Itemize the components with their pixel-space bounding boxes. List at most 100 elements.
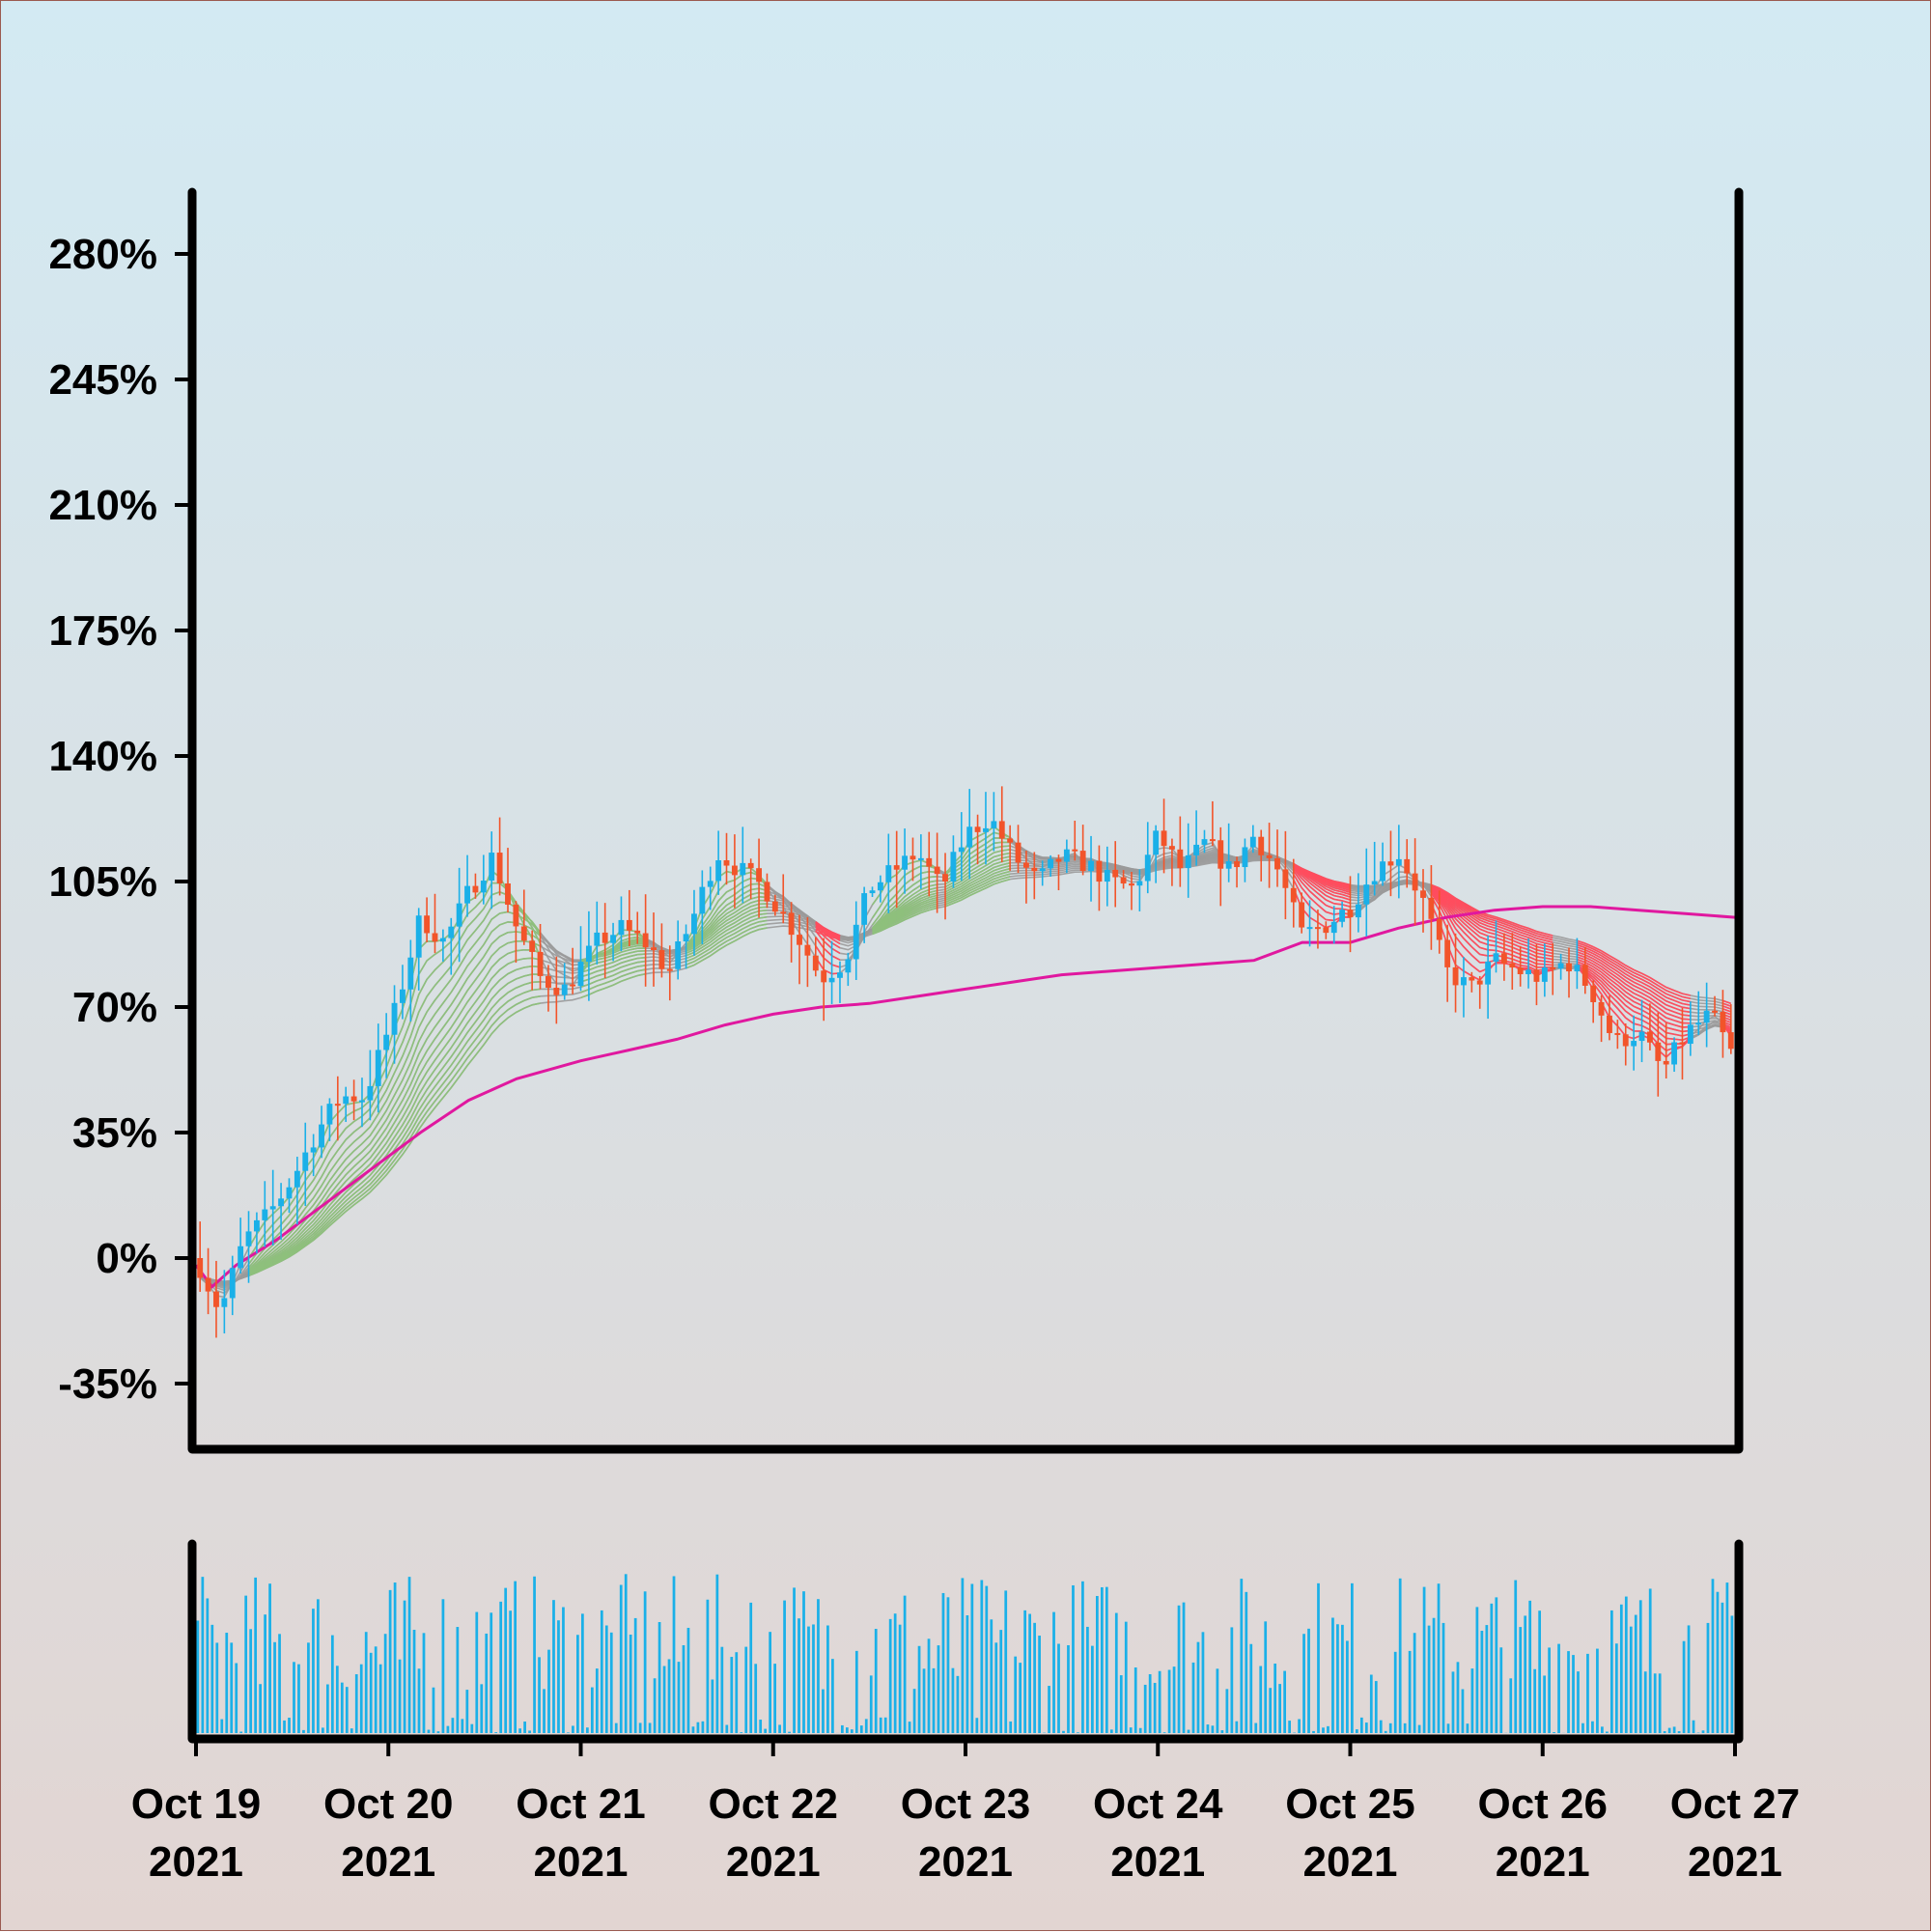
ribbon-trend-segment bbox=[516, 959, 523, 961]
ribbon-trend-segment bbox=[1642, 1015, 1650, 1020]
volume-bar bbox=[1688, 1625, 1691, 1733]
ribbon-trend-segment bbox=[1521, 955, 1528, 957]
volume-bar bbox=[918, 1646, 921, 1733]
candle-body bbox=[1267, 855, 1273, 858]
candle-body bbox=[1534, 969, 1540, 982]
volume-bar bbox=[408, 1577, 411, 1733]
volume-bar bbox=[1712, 1579, 1715, 1733]
ribbon-trend-segment bbox=[346, 1111, 353, 1116]
volume-bar bbox=[404, 1601, 406, 1733]
candle-body bbox=[1153, 830, 1159, 854]
ribbon-trend-segment bbox=[524, 966, 532, 967]
ribbon-trend-segment bbox=[338, 1105, 346, 1113]
volume-bar bbox=[1572, 1655, 1575, 1733]
candle-body bbox=[837, 972, 843, 978]
x-tick-label-year: 2021 bbox=[1496, 1838, 1590, 1886]
ribbon-trend-segment bbox=[929, 890, 937, 892]
ribbon-trend-segment bbox=[500, 954, 508, 960]
candle-body bbox=[1664, 1061, 1669, 1065]
candle-body bbox=[765, 882, 770, 901]
ribbon-trend-segment bbox=[419, 1105, 427, 1117]
ribbon-trend-segment bbox=[1545, 952, 1553, 954]
volume-bar bbox=[744, 1647, 747, 1733]
candle-body bbox=[942, 874, 948, 882]
candle-body bbox=[1250, 837, 1256, 848]
ribbon-trend-segment bbox=[508, 1005, 516, 1010]
ribbon-trend-segment bbox=[613, 971, 621, 975]
ribbon-trend-segment bbox=[986, 843, 993, 849]
volume-bar bbox=[326, 1685, 329, 1733]
y-tick-label: -35% bbox=[58, 1360, 157, 1408]
ribbon-trend-segment bbox=[1002, 880, 1010, 882]
volume-bar bbox=[302, 1730, 305, 1733]
ribbon-trend-segment bbox=[500, 974, 508, 981]
ribbon-trend-segment bbox=[1512, 943, 1520, 947]
volume-bar bbox=[1269, 1688, 1272, 1733]
ribbon-trend-segment bbox=[500, 1010, 508, 1017]
volume-bar bbox=[1375, 1681, 1378, 1733]
volume-bar bbox=[1433, 1618, 1436, 1733]
ribbon-trend-segment bbox=[491, 1025, 499, 1034]
candle-body bbox=[999, 821, 1005, 838]
candle-body bbox=[457, 904, 462, 927]
y-tick-label: 280% bbox=[48, 231, 157, 278]
candle-body bbox=[1469, 977, 1474, 980]
ribbon-trend-segment bbox=[581, 994, 589, 997]
volume-bar bbox=[1336, 1624, 1339, 1733]
ribbon-trend-segment bbox=[1634, 997, 1641, 1001]
ribbon-trend-segment bbox=[1521, 943, 1528, 946]
ribbon-trend-segment bbox=[443, 993, 451, 1003]
volume-bar bbox=[1726, 1582, 1729, 1733]
ribbon-trend-segment bbox=[1471, 955, 1479, 963]
volume-bar bbox=[663, 1666, 666, 1733]
volume-bar bbox=[220, 1720, 223, 1733]
candle-body bbox=[1607, 1016, 1612, 1033]
ribbon-trend-segment bbox=[824, 958, 831, 965]
candle-body bbox=[1129, 883, 1134, 885]
ribbon-trend-segment bbox=[613, 959, 621, 963]
ribbon-trend-segment bbox=[1334, 892, 1342, 894]
volume-bar bbox=[1447, 1723, 1450, 1733]
ribbon-trend-segment bbox=[329, 1139, 337, 1151]
candle-body bbox=[1258, 837, 1264, 855]
ribbon-trend-segment bbox=[532, 996, 540, 997]
ribbon-trend-segment bbox=[1674, 1000, 1682, 1003]
ribbon-trend-segment bbox=[1674, 1021, 1682, 1023]
ribbon-trend-segment bbox=[329, 1151, 337, 1162]
candle-body bbox=[197, 1258, 203, 1278]
candle-body bbox=[708, 881, 714, 886]
ribbon-trend-segment bbox=[491, 937, 499, 944]
ribbon-trend-segment bbox=[1342, 905, 1350, 907]
ribbon-trend-segment bbox=[467, 943, 475, 953]
volume-bar bbox=[268, 1583, 271, 1733]
candle-body bbox=[570, 985, 575, 987]
candle-body bbox=[1031, 868, 1037, 872]
ribbon-trend-segment bbox=[508, 951, 516, 954]
volume-bar bbox=[197, 1620, 200, 1733]
ribbon-trend-segment bbox=[410, 1095, 418, 1111]
candle-body bbox=[1623, 1034, 1629, 1046]
volume-bar bbox=[1125, 1622, 1128, 1733]
volume-bar bbox=[1225, 1689, 1228, 1733]
candle-body bbox=[553, 988, 559, 995]
volume-bar bbox=[1283, 1671, 1286, 1733]
candle-body bbox=[780, 911, 786, 913]
candle-body bbox=[813, 956, 819, 971]
ribbon-trend-segment bbox=[508, 941, 516, 943]
ribbon-trend-segment bbox=[1536, 953, 1544, 955]
volume-bar bbox=[283, 1721, 286, 1733]
y-tick-label: 0% bbox=[96, 1235, 157, 1282]
volume-bar bbox=[331, 1636, 334, 1733]
candle-body bbox=[392, 1003, 398, 1035]
ribbon-trend-segment bbox=[759, 928, 767, 930]
candle-body bbox=[684, 934, 689, 941]
volume-bar bbox=[707, 1600, 710, 1733]
volume-bar bbox=[389, 1590, 392, 1733]
candle-body bbox=[1695, 1022, 1701, 1024]
volume-bar bbox=[875, 1629, 878, 1733]
ribbon-trend-segment bbox=[451, 992, 459, 1004]
ribbon-trend-segment bbox=[1002, 856, 1010, 858]
candle-body bbox=[1048, 859, 1053, 869]
ribbon-trend-segment bbox=[491, 980, 499, 989]
ribbon-trend-segment bbox=[395, 1125, 403, 1137]
